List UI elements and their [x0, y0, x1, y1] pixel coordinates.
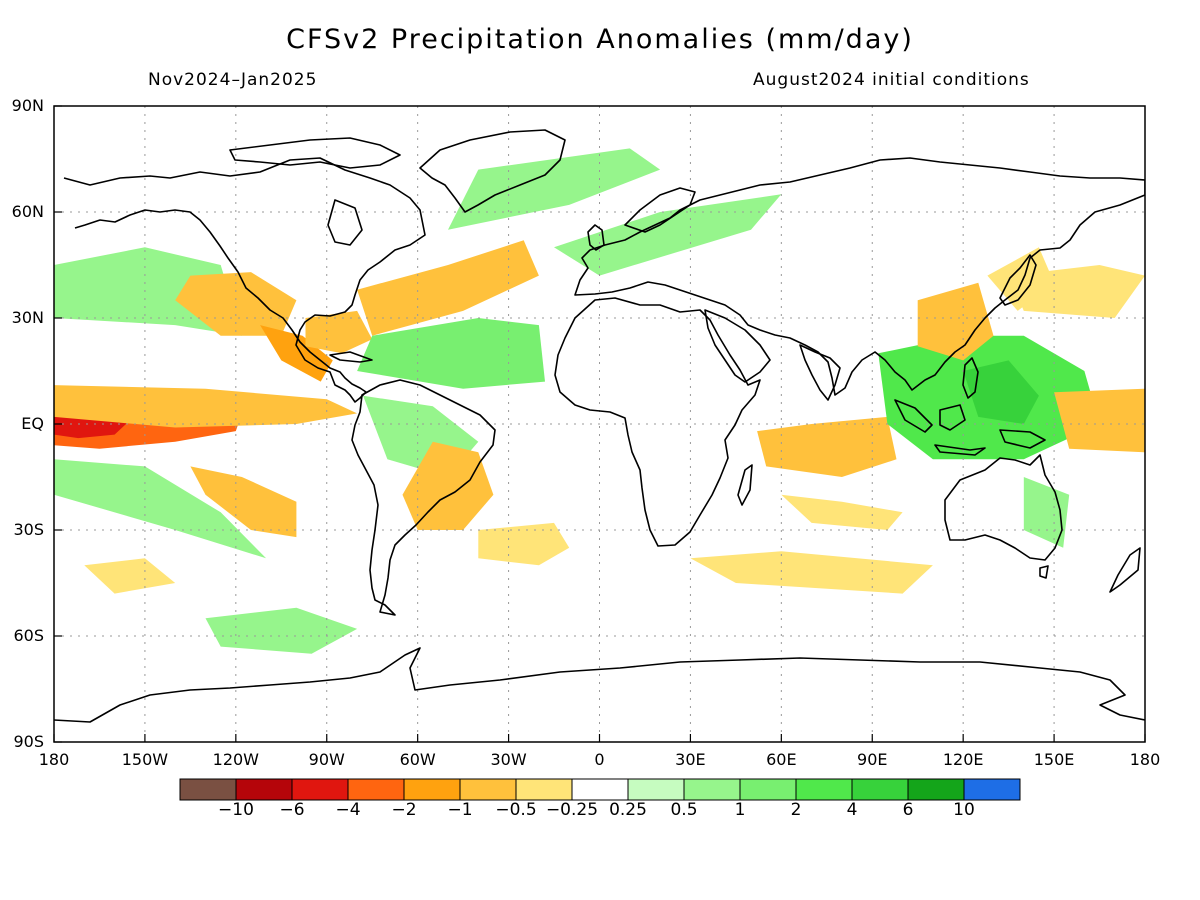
- cuba-coast: [329, 351, 373, 363]
- anomaly-atlantic-wet: [357, 318, 545, 389]
- colorbar-label: −0.25: [545, 800, 599, 820]
- anomaly-australia-wet: [1023, 477, 1070, 548]
- south-america-coast: [351, 379, 496, 616]
- page-title: CFSv2 Precipitation Anomalies (mm/day): [286, 24, 914, 55]
- colorbar-label: −0.5: [495, 800, 537, 820]
- india-coast: [799, 344, 841, 401]
- new-zealand-coast: [1109, 547, 1141, 593]
- colorbar-label: 0.5: [670, 800, 698, 820]
- anomaly-east-asia-dry: [917, 282, 994, 361]
- lon-label: 90W: [308, 750, 345, 769]
- initial-conditions: August2024 initial conditions: [753, 70, 1030, 90]
- antarctica-coast: [54, 647, 1145, 723]
- eurasia-coast: [574, 157, 1145, 396]
- lon-label: 30W: [490, 750, 527, 769]
- africa-coast: [554, 297, 761, 547]
- anomaly-layer: [54, 148, 1145, 654]
- madagascar-coast: [737, 464, 753, 506]
- hudson-bay-coast: [327, 199, 363, 246]
- anomaly-europe-wet: [554, 194, 782, 276]
- anomaly-maritime-wet-core: [963, 360, 1039, 424]
- indonesia-coast: [894, 399, 1046, 456]
- anomaly-pacific-dry-band: [54, 385, 358, 428]
- colorbar-label: −1: [447, 800, 473, 820]
- coastlines: [54, 129, 1145, 723]
- colorbar-label: −6: [279, 800, 305, 820]
- colorbar-label: −2: [391, 800, 417, 820]
- anomaly-south-atlantic-dry: [478, 522, 570, 566]
- scandinavia-coast: [624, 187, 696, 233]
- anomaly-gulf-dry: [305, 310, 373, 354]
- colorbar-label: −4: [335, 800, 361, 820]
- colorbar-label: 6: [902, 800, 914, 820]
- anomaly-north-pacific-dry: [1008, 265, 1145, 318]
- lon-label: 90E: [857, 750, 888, 769]
- australia-coast: [944, 454, 1063, 561]
- lat-label: 30N: [11, 308, 44, 327]
- lon-label: 30E: [675, 750, 706, 769]
- colorbar-label: 1: [734, 800, 746, 820]
- lat-label: 60S: [13, 626, 44, 645]
- anomaly-southern-ocean-wet: [205, 607, 358, 654]
- anomaly-west-pacific-dry: [1054, 388, 1145, 453]
- colorbar-label: −10: [218, 800, 254, 820]
- anomaly-indian-ocean-dry-south: [781, 494, 903, 530]
- anomaly-south-pacific-wet: [54, 459, 267, 559]
- anomaly-us-southwest-dry: [175, 272, 297, 336]
- japan-coast: [999, 254, 1037, 306]
- colorbar-label: 2: [790, 800, 802, 820]
- anomaly-south-pacific-dry: [190, 466, 297, 538]
- lon-label: 180: [38, 750, 70, 769]
- lon-label: 150E: [1033, 750, 1075, 769]
- anomaly-north-atlantic-wet: [448, 148, 661, 230]
- colorbar-label: 10: [953, 800, 975, 820]
- lat-label: EQ: [21, 414, 44, 433]
- lat-label: 60N: [11, 202, 44, 221]
- lon-label: 150W: [121, 750, 169, 769]
- colorbar-label: 0.25: [609, 800, 647, 820]
- anomaly-east-africa-indian-dry: [757, 416, 897, 477]
- lon-label: 180: [1129, 750, 1161, 769]
- north-america-coast: [63, 157, 426, 403]
- anomaly-mexico-dry: [260, 325, 333, 382]
- lat-label: 30S: [13, 520, 44, 539]
- graticule: [54, 106, 1145, 742]
- lon-label: 60E: [766, 750, 797, 769]
- lon-label: 0: [594, 750, 605, 769]
- anomaly-southern-indian-dry: [690, 551, 933, 594]
- uk-coast: [587, 224, 605, 251]
- philippines-coast: [962, 357, 979, 399]
- axis-ticks: [53, 105, 1146, 743]
- lon-label: 120W: [212, 750, 259, 769]
- anomaly-brazil-dry: [402, 441, 494, 530]
- lon-label: 120E: [942, 750, 984, 769]
- greenland-coast: [419, 129, 566, 213]
- lon-label: 60W: [399, 750, 436, 769]
- colorbar-label: 4: [846, 800, 858, 820]
- anomaly-atlantic-dry: [357, 240, 539, 336]
- lat-label: 90S: [13, 732, 44, 751]
- arabia-coast: [704, 309, 771, 383]
- arctic-islands-coast: [229, 137, 401, 169]
- forecast-period: Nov2024–Jan2025: [148, 70, 318, 90]
- anomaly-south-pacific-dry-2: [84, 558, 176, 594]
- tasmania-coast: [1039, 565, 1049, 579]
- lat-label: 90N: [11, 96, 44, 115]
